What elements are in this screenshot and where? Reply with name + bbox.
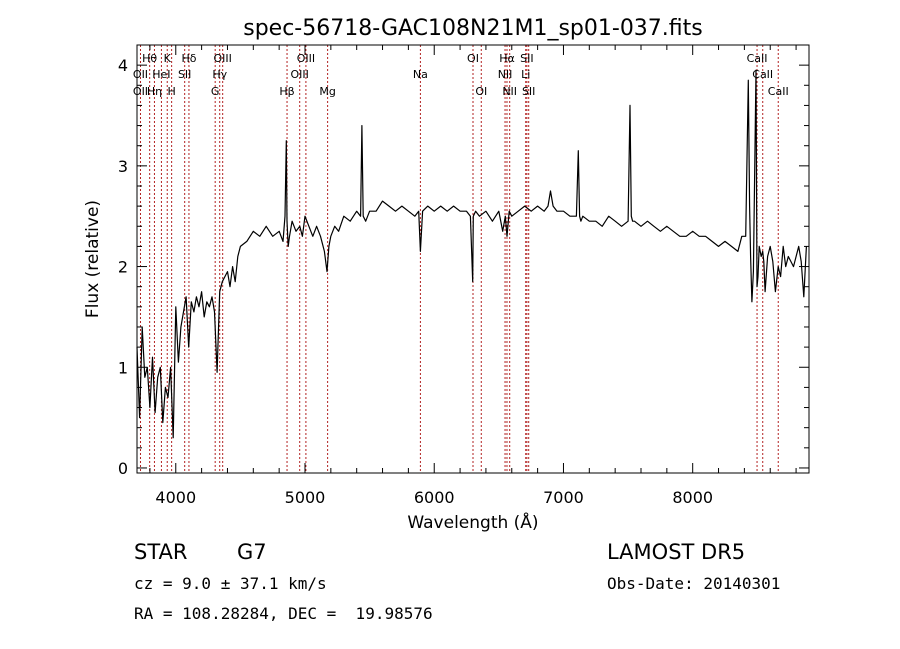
marker-label-26: CaII — [752, 68, 773, 81]
y-axis-label: Flux (relative) — [83, 200, 103, 318]
y-tick-label-3: 3 — [118, 157, 128, 176]
marker-label-9: OIII — [213, 52, 231, 65]
x-tick-label-4: 8000 — [672, 488, 713, 507]
marker-label-4: K — [164, 52, 172, 65]
marker-label-21: NII — [502, 85, 517, 98]
x-tick-label-2: 6000 — [414, 488, 455, 507]
subclass-label: G7 — [237, 540, 267, 564]
marker-label-16: Na — [413, 68, 428, 81]
marker-label-5: HeI — [152, 68, 170, 81]
marker-label-2: OII — [133, 68, 148, 81]
marker-label-8: SII — [178, 68, 191, 81]
spectrum-series — [136, 69, 807, 439]
obs-date-readout: Obs-Date: 20140301 — [607, 574, 781, 593]
y-tick-label-1: 1 — [118, 358, 128, 377]
marker-label-27: CaII — [768, 85, 789, 98]
marker-label-15: Mg — [319, 85, 335, 98]
marker-label-1: Hθ — [142, 52, 157, 65]
survey-label: LAMOST DR5 — [607, 540, 746, 564]
redshift-readout: cz = 9.0 ± 37.1 km/s — [134, 574, 327, 593]
y-axis: 0 1 2 3 4 — [118, 56, 809, 478]
marker-label-13: OIII — [291, 68, 309, 81]
marker-label-3: Hη — [147, 85, 162, 98]
marker-label-20: NII — [498, 68, 513, 81]
marker-label-7: Hδ — [181, 52, 196, 65]
x-tick-label-1: 5000 — [285, 488, 326, 507]
spectrum-line-0 — [136, 69, 807, 439]
marker-label-12: Hβ — [279, 85, 294, 98]
marker-lines — [139, 45, 779, 473]
marker-label-22: SII — [520, 52, 533, 65]
plot-frame — [136, 44, 810, 474]
marker-label-23: Li — [521, 68, 530, 81]
y-tick-label-4: 4 — [118, 56, 128, 75]
chart-title: spec-56718-GAC108N21M1_sp01-037.fits — [243, 16, 703, 41]
marker-label-14: OIII — [297, 52, 315, 65]
marker-label-11: G — [211, 85, 220, 98]
class-label: STAR — [134, 540, 188, 564]
y-tick-label-0: 0 — [118, 459, 128, 478]
marker-label-0: OII — [133, 85, 148, 98]
marker-label-18: OI — [475, 85, 487, 98]
x-axis: 4000 5000 6000 7000 8000 — [149, 45, 797, 507]
coordinates-readout: RA = 108.28284, DEC = 19.98576 — [134, 604, 433, 623]
marker-label-24: SII — [522, 85, 535, 98]
marker-label-25: CaII — [747, 52, 768, 65]
marker-label-10: Hγ — [212, 68, 227, 81]
marker-label-6: H — [167, 85, 175, 98]
y-tick-label-2: 2 — [118, 258, 128, 277]
marker-label-17: OI — [467, 52, 479, 65]
x-tick-label-0: 4000 — [155, 488, 196, 507]
x-axis-label: Wavelength (Å) — [407, 511, 538, 533]
x-tick-label-3: 7000 — [543, 488, 584, 507]
marker-label-19: Hα — [499, 52, 515, 65]
